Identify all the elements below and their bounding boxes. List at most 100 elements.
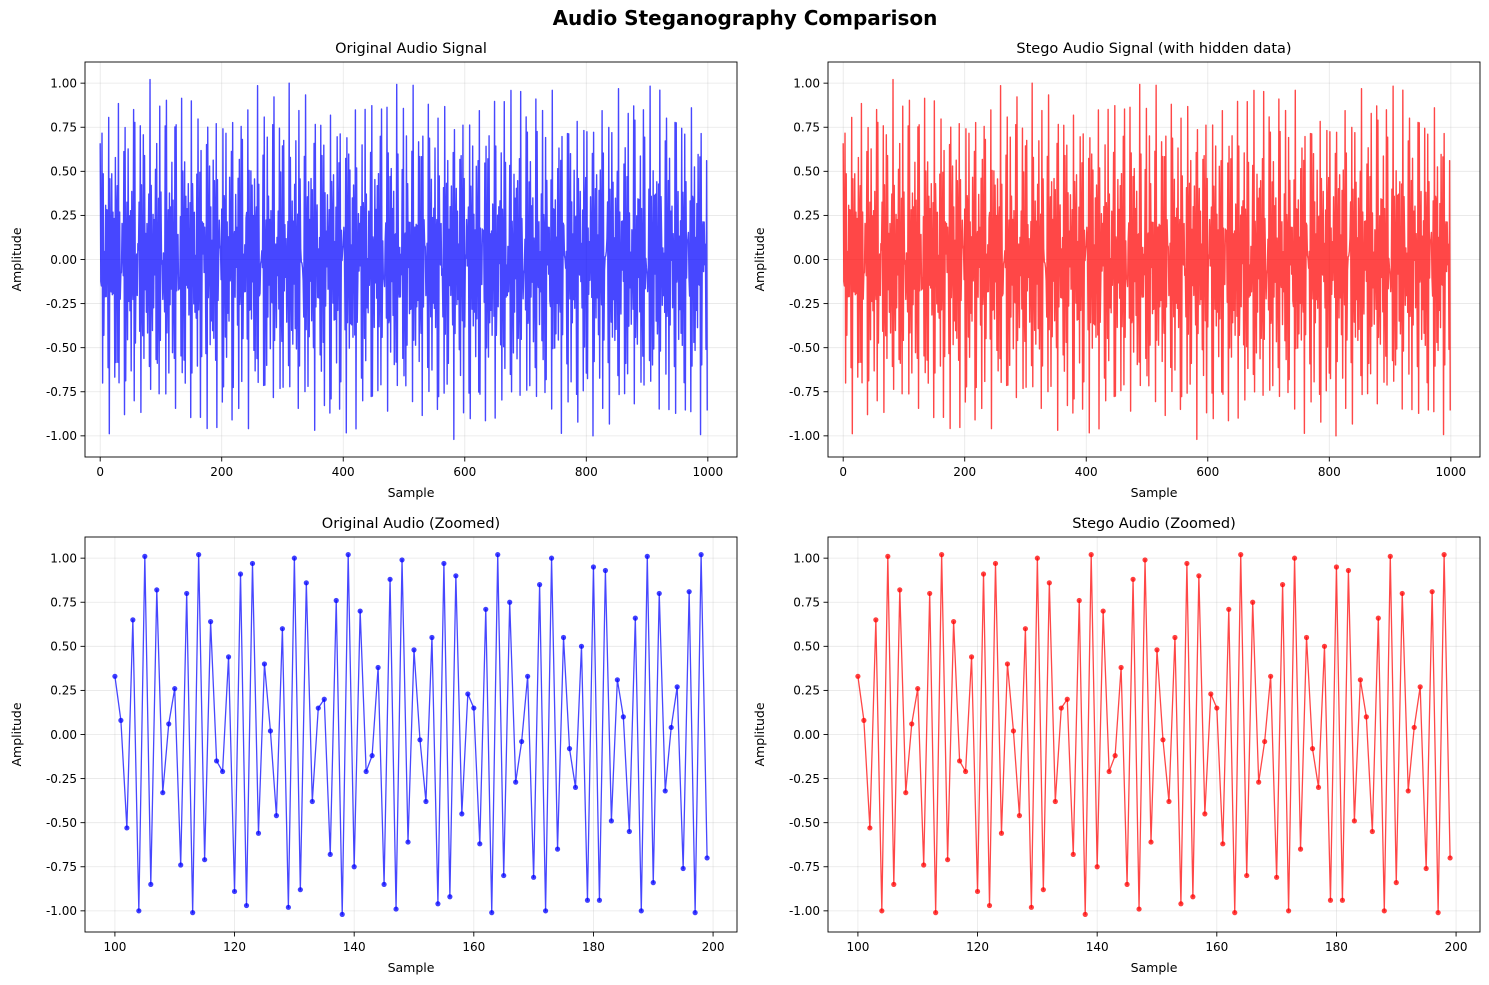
y-tick-label: 0.50 [793, 640, 820, 654]
data-point [285, 904, 291, 910]
data-point [1142, 557, 1148, 563]
data-point [560, 634, 567, 641]
y-tick-label: 1.00 [793, 551, 820, 565]
x-tick-label: 120 [966, 940, 989, 954]
data-point [1435, 910, 1441, 916]
data-point [1028, 904, 1034, 910]
data-point [909, 721, 915, 727]
data-point [1327, 897, 1334, 903]
data-point [903, 790, 909, 796]
data-point [1339, 897, 1346, 903]
y-tick-label: -0.75 [789, 385, 820, 399]
data-point [1220, 841, 1226, 847]
data-point [142, 553, 148, 559]
series-line-original_zoom [114, 553, 708, 916]
data-point [921, 862, 927, 868]
data-point [1381, 908, 1387, 914]
data-point [279, 626, 285, 632]
data-point [891, 881, 897, 887]
x-tick-label: 120 [223, 940, 246, 954]
data-point [945, 857, 951, 863]
data-point [507, 599, 513, 605]
data-point [1369, 828, 1375, 835]
data-point [974, 888, 981, 895]
data-point [692, 910, 698, 916]
data-point [873, 617, 879, 623]
y-tick-label: -0.25 [789, 772, 820, 786]
data-point [1094, 864, 1100, 870]
series-line-stego_zoom [857, 553, 1451, 916]
data-point [447, 894, 453, 900]
data-point [1088, 552, 1094, 558]
data-point [1315, 784, 1322, 791]
x-tick-label: 160 [462, 940, 485, 954]
data-point [429, 634, 435, 641]
y-tick-label: 0.00 [793, 728, 820, 742]
data-point [465, 691, 471, 697]
data-point [1303, 634, 1310, 641]
data-point [566, 746, 573, 752]
y-tick-label: 0.75 [793, 596, 820, 610]
x-tick-label: 100 [103, 940, 126, 954]
data-point [879, 908, 885, 914]
data-point [345, 552, 351, 558]
data-point [255, 830, 262, 836]
data-point [1256, 779, 1262, 785]
data-point [998, 830, 1005, 836]
data-point [178, 862, 184, 868]
data-point [1184, 560, 1190, 567]
data-point [459, 811, 465, 817]
y-axis-label: Amplitude [752, 702, 767, 766]
data-point [1160, 737, 1166, 743]
data-point [237, 571, 244, 577]
data-point [1297, 846, 1304, 852]
data-point [1226, 606, 1232, 612]
data-point [124, 825, 130, 831]
chart-panels: 0 200 400 600 800 1000-1.00-0.75-0.50-0.250.0… [9, 41, 1481, 975]
data-point [225, 654, 232, 660]
data-point [1411, 724, 1417, 731]
data-point [1244, 872, 1250, 879]
data-point [196, 552, 202, 558]
data-point [614, 677, 620, 683]
data-point [477, 841, 483, 847]
data-point [867, 825, 873, 831]
data-point [1268, 673, 1274, 679]
data-point [1016, 813, 1023, 819]
data-point [381, 881, 387, 887]
series-line-original [99, 78, 708, 441]
data-point [939, 552, 945, 558]
data-point [951, 619, 957, 625]
y-tick-label: 0.75 [50, 121, 77, 135]
y-tick-label: -0.25 [789, 297, 820, 311]
x-tick-label: 140 [1086, 940, 1109, 954]
data-point [1178, 901, 1184, 907]
data-point [1118, 664, 1124, 671]
data-point [668, 724, 674, 731]
data-point [327, 851, 333, 858]
data-point [501, 872, 507, 879]
y-tick-label: -0.75 [46, 860, 77, 874]
data-point [620, 714, 626, 720]
y-tick-label: -0.75 [46, 385, 77, 399]
data-point [885, 553, 891, 559]
data-point [1166, 798, 1172, 805]
y-tick-label: 0.25 [50, 209, 77, 223]
data-point [1423, 865, 1429, 872]
data-point [1321, 643, 1328, 649]
data-point [1124, 881, 1130, 887]
data-point [572, 784, 579, 791]
chart-panel-3: 100 120 140 160 180 200 -1.00 -0.75 -0.50 -0.25 0.… [9, 516, 738, 975]
data-point [387, 576, 393, 582]
chart-panel-2: 0 200 400 600 800 1000 -1.00 -0.75 -0.50 -0.25 0.0… [752, 41, 1481, 500]
data-point [638, 908, 644, 914]
x-tick-label: 600 [453, 465, 476, 479]
data-point [399, 557, 405, 563]
data-point [1202, 811, 1208, 817]
y-tick-label: 0.75 [793, 121, 820, 135]
x-tick-label: 0 [96, 465, 104, 479]
data-point [1393, 880, 1399, 886]
y-axis-label: Amplitude [752, 227, 767, 291]
data-point [1447, 855, 1453, 861]
data-point [542, 908, 549, 914]
